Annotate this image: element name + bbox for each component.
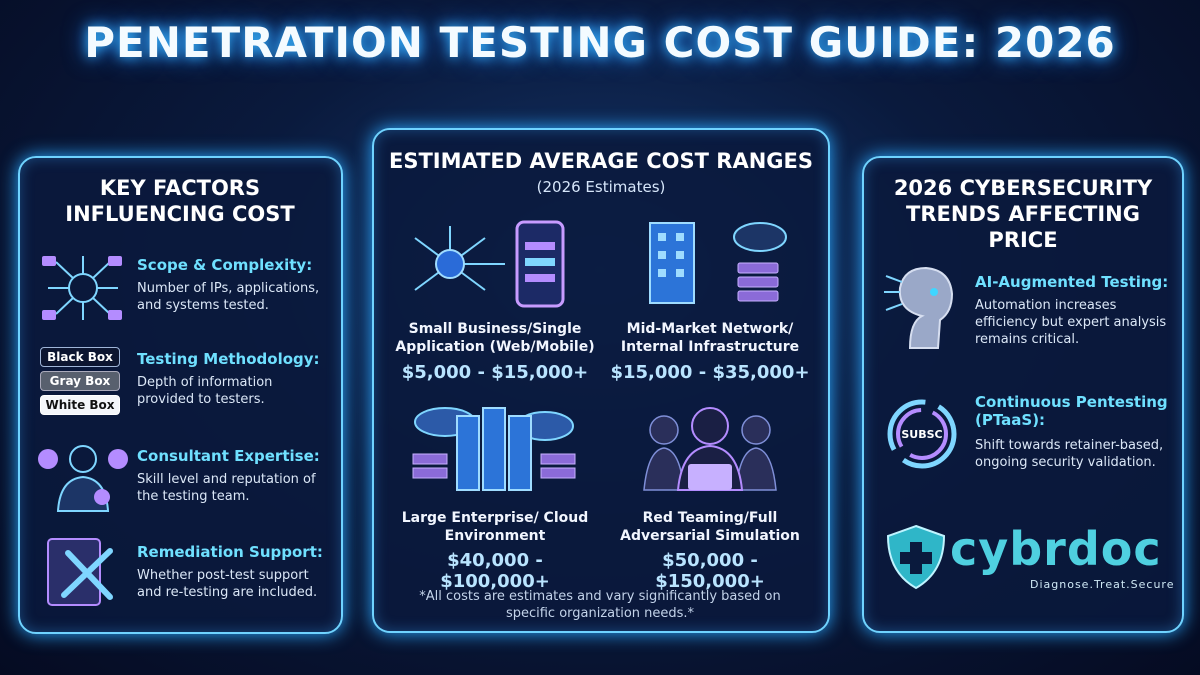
scope-icon xyxy=(42,256,122,320)
method-box: Black Box xyxy=(40,347,120,367)
costs-subheading: (2026 Estimates) xyxy=(536,178,666,196)
trends-heading: 2026 CYBERSECURITY TRENDS AFFECTING PRIC… xyxy=(893,176,1153,252)
factor-title: Remediation Support: xyxy=(137,543,323,561)
logo-shield xyxy=(886,524,946,590)
cost-name: Red Teaming/Full Adversarial Simulation xyxy=(620,510,800,544)
trend-text: Automation increases efficiency but expe… xyxy=(975,298,1167,347)
cost-name: Small Business/Single Application (Web/M… xyxy=(395,321,595,355)
factor-text: Depth of information provided to testers… xyxy=(137,375,273,407)
trend-text: Shift towards retainer-based, ongoing se… xyxy=(975,438,1164,470)
cost-price: $15,000 - $35,000+ xyxy=(610,362,810,383)
cost-name: Mid-Market Network/ Internal Infrastruct… xyxy=(620,321,800,355)
title: PENETRATION TESTING COST GUIDE: 2026 xyxy=(84,18,1116,67)
mid-market-icon xyxy=(649,222,787,304)
factor-title: Scope & Complexity: xyxy=(137,256,313,274)
costs-note: *All costs are estimates and vary signif… xyxy=(419,589,781,621)
factor-text: Whether post-test support and re-testing… xyxy=(137,568,318,600)
factors-heading: KEY FACTORS INFLUENCING COST xyxy=(65,176,295,226)
cost-price: $50,000 - $150,000+ xyxy=(655,550,765,592)
ptaas-icon: SUBSC xyxy=(887,399,957,469)
costs-heading: ESTIMATED AVERAGE COST RANGES xyxy=(388,149,813,173)
cost-price: $5,000 - $15,000+ xyxy=(401,362,589,383)
cost-price: $40,000 - $100,000+ xyxy=(440,550,550,592)
ai-icon xyxy=(884,266,954,349)
red-team-icon xyxy=(643,407,777,491)
ptaas-icon-label: SUBSC xyxy=(901,428,942,441)
expert-icon xyxy=(38,445,128,512)
logo-name: cybrdoc xyxy=(950,522,1162,576)
cost-name: Large Enterprise/ Cloud Environment xyxy=(401,510,589,544)
trend-title: Continuous Pentesting (PTaaS): xyxy=(975,393,1168,429)
trend-title: AI-Augmented Testing: xyxy=(975,273,1169,291)
factor-title: Consultant Expertise: xyxy=(137,447,320,465)
enterprise-icon xyxy=(412,407,576,491)
remediation-icon xyxy=(47,538,113,606)
method-box: White Box xyxy=(40,395,120,415)
method-box: Gray Box xyxy=(40,371,120,391)
factor-text: Skill level and reputation of the testin… xyxy=(137,472,316,504)
logo-tagline: Diagnose.Treat.Secure xyxy=(1030,578,1175,591)
factor-title: Testing Methodology: xyxy=(137,350,320,368)
factor-text: Number of IPs, applications, and systems… xyxy=(137,281,320,313)
small-business-icon xyxy=(414,220,565,308)
costs-panel xyxy=(372,128,830,633)
